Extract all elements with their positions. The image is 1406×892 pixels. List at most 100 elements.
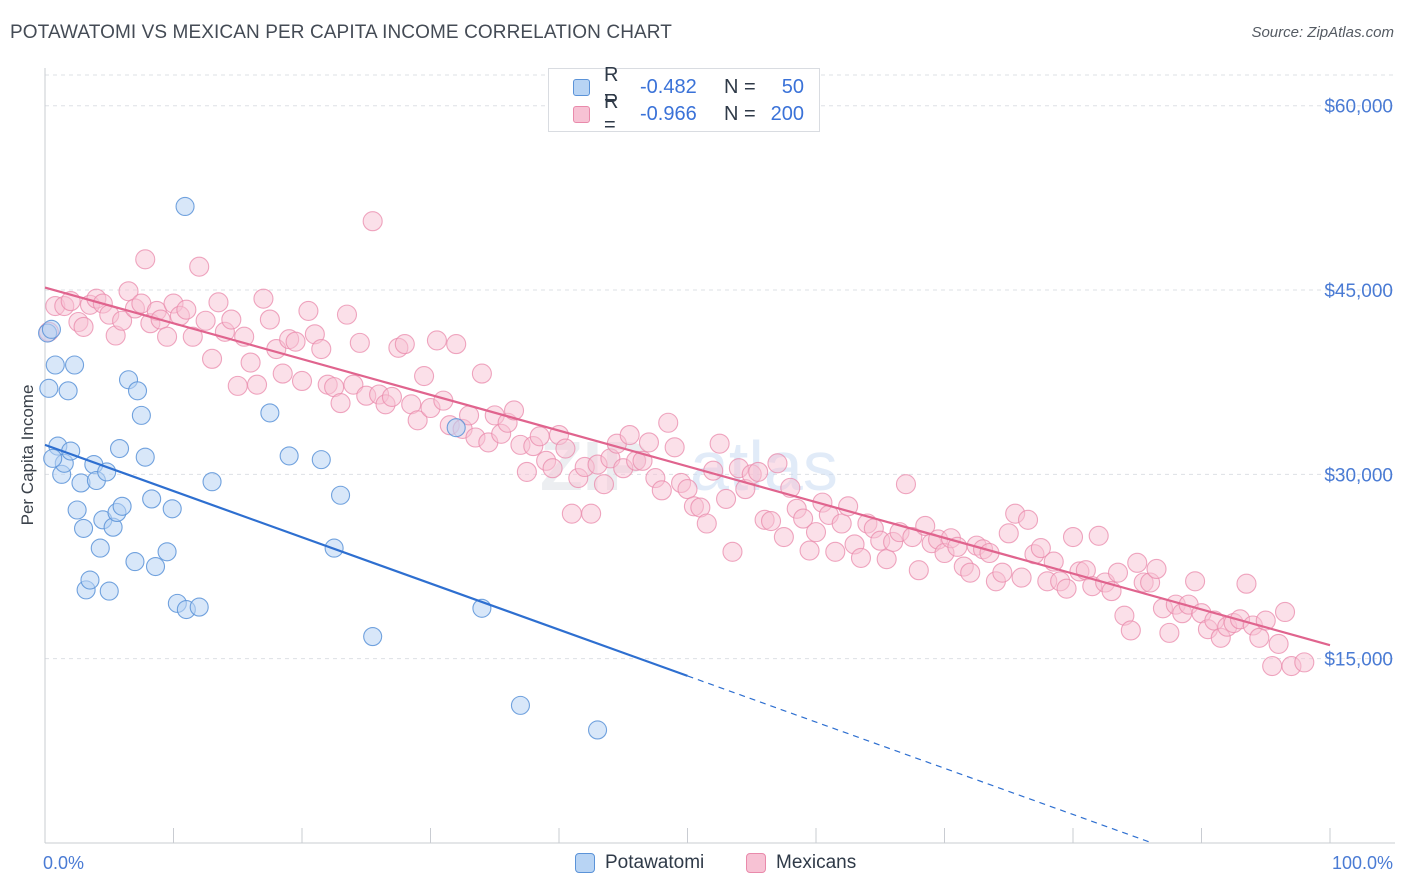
data-point-potawatomi [125,552,145,572]
data-point-mexicans [998,523,1019,544]
data-point-mexicans [831,513,852,534]
series-potawatomi [38,196,608,740]
data-point-mexicans [1017,509,1039,530]
r-label: R = [604,91,619,136]
data-point-mexicans [619,424,640,446]
legend-item-potawatomi[interactable]: Potawatomi [575,852,704,874]
data-point-potawatomi [135,447,155,467]
data-point-mexicans [426,330,447,351]
trend-line-potawatomi [44,443,688,677]
potawatomi-swatch [575,853,595,873]
data-point-mexicans [189,256,210,277]
data-point-mexicans [1236,573,1257,594]
data-point-potawatomi [587,720,608,740]
data-point-mexicans [1268,633,1289,654]
data-point-mexicans [664,437,685,458]
data-point-mexicans [208,292,229,313]
source-label: Source: ZipAtlas.com [1251,24,1394,41]
data-point-potawatomi [41,319,61,339]
data-point-mexicans [773,526,794,548]
data-point-mexicans [825,541,846,562]
data-point-mexicans [908,560,929,581]
data-point-potawatomi [112,496,132,516]
data-point-mexicans [135,249,156,270]
data-point-mexicans [542,458,563,479]
data-point-potawatomi [109,439,130,459]
data-point-mexicans [555,438,576,459]
legend-stats: R = -0.482 N = 50 R = -0.966 N = 200 [548,64,820,136]
x-tick-label-end: 100.0% [1332,853,1393,873]
data-point-potawatomi [39,378,59,398]
data-point-potawatomi [131,405,151,425]
data-point-mexicans [709,433,730,454]
y-tick-labels: $15,000 $30,000 $45,000 $60,000 [1324,97,1393,671]
data-point-mexicans [1159,622,1180,643]
data-point-mexicans [221,309,242,330]
n-label: N = [724,75,756,98]
data-point-mexicans [259,309,280,330]
data-point-potawatomi [510,695,531,715]
data-point-mexicans [1127,552,1148,573]
data-point-mexicans [902,526,923,548]
data-point-potawatomi [311,450,331,470]
y-tick-label: $15,000 [1324,650,1393,671]
data-point-mexicans [343,374,364,395]
data-point-potawatomi [58,381,78,401]
data-point-potawatomi [43,448,63,468]
data-point-mexicans [503,400,525,421]
data-point-mexicans [414,366,435,387]
data-point-mexicans [182,326,203,347]
data-point-mexicans [202,348,223,369]
data-point-mexicans [285,331,306,352]
data-point-mexicans [446,334,467,355]
x-tick-label-start: 0.0% [43,853,84,873]
data-point-mexicans [677,479,698,500]
data-point-mexicans [561,503,582,524]
data-point-potawatomi [99,581,119,601]
data-point-mexicans [1088,525,1109,546]
legend-item-mexicans[interactable]: Mexicans [746,852,856,874]
data-point-mexicans [291,370,313,392]
data-point-mexicans [73,316,94,337]
data-point-mexicans [471,363,492,384]
r-value: -0.966 [640,102,697,125]
data-point-mexicans [330,393,351,414]
data-point-potawatomi [97,462,117,482]
data-point-mexicans [298,300,319,321]
data-point-mexicans [1062,526,1084,548]
data-point-potawatomi [145,556,166,577]
data-point-mexicans [1262,656,1283,677]
data-point-mexicans [529,426,550,447]
data-point-mexicans [407,410,428,431]
y-tick-label: $30,000 [1324,465,1393,486]
data-point-potawatomi [80,570,100,590]
data-point-potawatomi [45,355,65,375]
data-point-potawatomi [189,597,209,617]
data-point-potawatomi [446,418,466,438]
data-point-mexicans [1249,627,1270,648]
legend-row-potawatomi: R = -0.482 N = 50 [573,64,804,109]
data-point-mexicans [157,326,178,347]
potawatomi-swatch [573,78,590,96]
data-point-mexicans [246,374,268,395]
data-point-mexicans [516,461,537,482]
data-point-mexicans [227,375,248,396]
data-point-mexicans [1274,601,1296,623]
mexicans-swatch [573,105,590,123]
data-point-mexicans [1056,578,1077,599]
y-tick-label: $45,000 [1324,281,1393,302]
n-value: 50 [781,75,804,98]
data-point-mexicans [767,453,788,474]
data-point-potawatomi [330,485,351,505]
data-point-mexicans [715,488,737,509]
data-point-mexicans [1120,620,1141,641]
r-label: R = [604,64,619,109]
data-point-potawatomi [363,627,383,647]
data-point-mexicans [1146,558,1167,580]
data-point-mexicans [1185,571,1206,592]
data-point-mexicans [838,496,859,517]
data-point-mexicans [349,332,370,353]
data-point-mexicans [658,412,679,433]
legend-row-mexicans: R = -0.966 N = 200 [573,91,804,136]
